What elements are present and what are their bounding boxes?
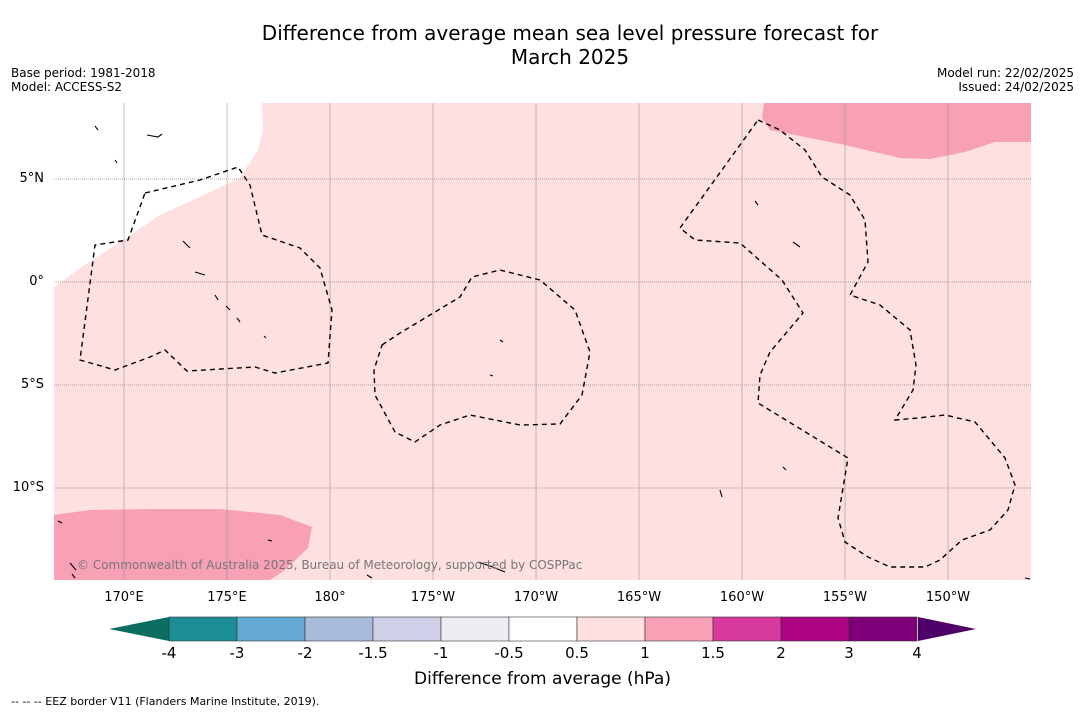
island	[489, 374, 494, 377]
island	[194, 271, 206, 276]
title-line-1: Difference from average mean sea level p…	[261, 21, 879, 45]
island	[71, 573, 76, 579]
anomaly-region-pink-northeast	[762, 103, 1031, 159]
colorbar-swatch	[644, 616, 714, 642]
colorbar-under-arrow	[109, 617, 169, 641]
base-period: Base period: 1981-2018	[11, 66, 156, 80]
meta-right: Model run: 22/02/2025 Issued: 24/02/2025	[937, 66, 1074, 94]
colorbar-label: Difference from average (hPa)	[414, 669, 671, 689]
model-name: Model: ACCESS-S2	[11, 80, 123, 94]
colorbar-swatch	[236, 616, 306, 642]
island	[366, 574, 373, 579]
island	[225, 305, 231, 311]
copyright-notice: © Commonwealth of Australia 2025, Bureau…	[77, 558, 583, 572]
island	[477, 561, 506, 573]
lon-label-170e: 170°E	[104, 590, 144, 605]
colorbar-swatch	[304, 616, 374, 642]
title-line-2: March 2025	[510, 45, 630, 69]
colorbar-tick-label: 4	[912, 644, 922, 662]
eez-borders	[79, 119, 1016, 568]
island	[754, 200, 759, 206]
colorbar-tick-label: -2	[297, 644, 313, 662]
colorbar-tick-label: 3	[844, 644, 854, 662]
eez-border-phoenix-islands	[373, 269, 591, 443]
colorbar-swatch	[508, 616, 578, 642]
island	[94, 125, 99, 131]
colorbar-tick-label: -0.5	[494, 644, 524, 662]
island	[1024, 577, 1031, 580]
lon-label-175w: 175°W	[410, 590, 456, 605]
anomaly-region-light	[54, 103, 1031, 580]
lon-label-175e: 175°E	[207, 590, 247, 605]
lat-label-0: 0°	[29, 274, 44, 289]
lon-label-170w: 170°W	[513, 590, 559, 605]
island	[214, 294, 219, 301]
colorbar-swatch	[712, 616, 782, 642]
lat-label-5s: 5°S	[20, 377, 44, 392]
lon-label-165w: 165°W	[616, 590, 662, 605]
island	[719, 489, 723, 498]
colorbar-tick-label: -4	[161, 644, 177, 662]
island-specks	[57, 125, 1031, 580]
colorbar-over-arrow	[918, 617, 976, 641]
island	[263, 335, 267, 339]
colorbar-swatch	[780, 616, 850, 642]
colorbar-tick-label: 0.5	[565, 644, 589, 662]
colorbar-tick-label: -1.5	[358, 644, 388, 662]
eez-legend-footer: -- -- -- EEZ border V11 (Flanders Marine…	[11, 695, 320, 708]
colorbar-swatch	[440, 616, 510, 642]
eez-border-line-islands	[679, 119, 1016, 568]
colorbar-tick-label: 1.5	[701, 644, 725, 662]
island	[236, 317, 241, 323]
gridlines	[54, 178, 1031, 489]
island	[782, 466, 787, 471]
island	[114, 159, 118, 164]
colorbar-swatches	[168, 616, 918, 642]
colorbar-swatch	[168, 616, 238, 642]
colorbar-tick-label: -3	[229, 644, 245, 662]
island	[792, 241, 801, 248]
meridians	[123, 103, 949, 580]
island	[69, 562, 77, 571]
lon-label-160w: 160°W	[719, 590, 765, 605]
island	[182, 240, 191, 249]
lon-label-150w: 150°W	[925, 590, 971, 605]
chart-title: Difference from average mean sea level p…	[0, 21, 1085, 69]
colorbar-swatch	[372, 616, 442, 642]
eez-border-kiribati-gilberts-tuvalu	[79, 166, 333, 374]
colorbar-tick-label: 1	[640, 644, 650, 662]
model-run: Model run: 22/02/2025	[936, 66, 1074, 80]
lat-label-5n: 5°N	[19, 171, 45, 186]
issued-date: Issued: 24/02/2025	[958, 80, 1074, 94]
colorbar-tick-label: -1	[433, 644, 449, 662]
anomaly-region-pink-southwest	[54, 509, 312, 580]
island	[267, 539, 273, 542]
colorbar-swatch	[576, 616, 646, 642]
lat-label-10s: 10°S	[12, 480, 44, 495]
lon-label-180: 180°	[314, 590, 346, 605]
island	[499, 339, 504, 343]
lon-label-155w: 155°W	[822, 590, 868, 605]
meta-left: Base period: 1981-2018 Model: ACCESS-S2	[11, 66, 156, 94]
island	[57, 520, 63, 524]
island	[146, 133, 163, 138]
colorbar-swatch	[848, 616, 918, 642]
colorbar-tick-label: 2	[776, 644, 786, 662]
